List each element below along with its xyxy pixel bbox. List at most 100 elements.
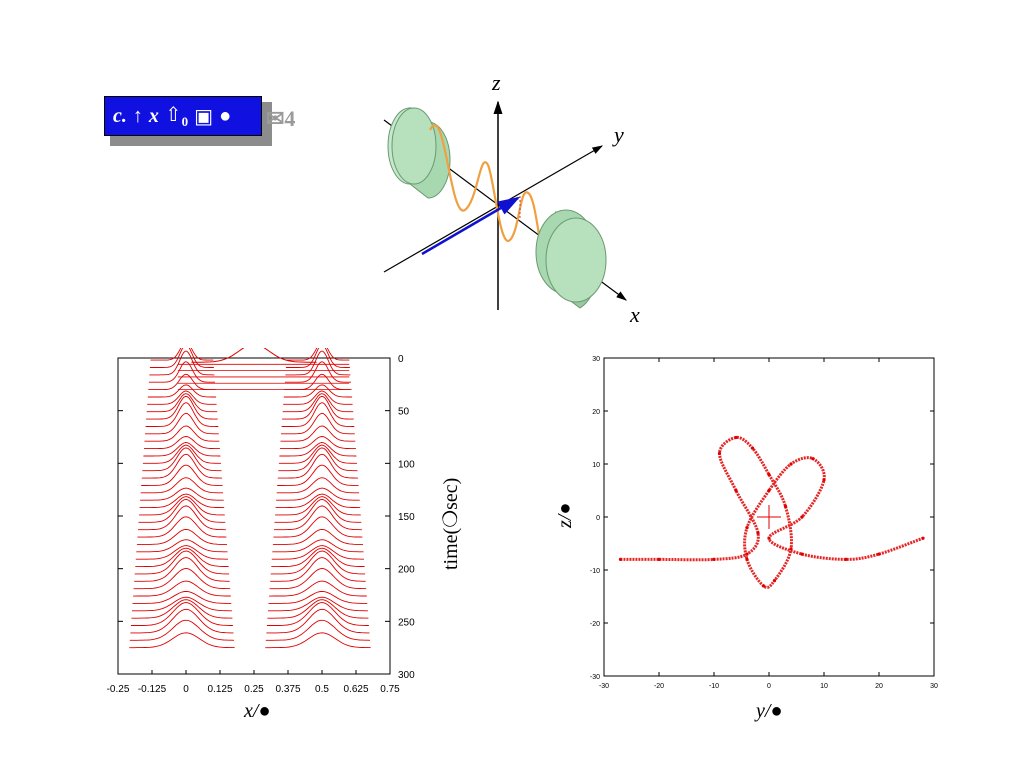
trace-31-1 bbox=[269, 568, 367, 590]
trajectory-point-14 bbox=[745, 557, 749, 561]
trace-7-0 bbox=[146, 393, 218, 413]
y-tick-label: 100 bbox=[398, 459, 415, 470]
trajectory-point-0 bbox=[618, 557, 623, 561]
y-axis bbox=[383, 145, 604, 273]
trace-9-1 bbox=[281, 402, 355, 427]
up-arrow-icon: ↑ bbox=[132, 104, 143, 127]
trace-1-1 bbox=[285, 348, 350, 368]
trace-8-1 bbox=[282, 395, 354, 420]
y-tick-label: 200 bbox=[398, 565, 415, 576]
trace-7-1 bbox=[282, 393, 354, 413]
z-axis-label: z bbox=[492, 70, 501, 95]
trajectory-curve bbox=[618, 435, 925, 589]
trace-18-1 bbox=[276, 477, 360, 494]
y-tick-label: -30 bbox=[590, 674, 600, 681]
trace-34-0 bbox=[132, 596, 232, 612]
trace-19-1 bbox=[276, 487, 360, 501]
trajectory-point-7 bbox=[734, 435, 738, 440]
trace-5-1 bbox=[283, 384, 353, 398]
y-tick-label: 150 bbox=[398, 512, 415, 523]
trace-22-0 bbox=[138, 498, 226, 523]
trace-13-1 bbox=[279, 442, 357, 457]
dot-icon: ● bbox=[219, 104, 232, 127]
x-tick-label: -20 bbox=[654, 683, 664, 690]
y-tick-label: 10 bbox=[592, 462, 600, 469]
panel-var: x bbox=[148, 104, 159, 127]
x-tick-label: 0.75 bbox=[380, 684, 400, 695]
wave-curve bbox=[429, 124, 551, 263]
trajectory-point-12 bbox=[772, 579, 777, 583]
trace-26-0 bbox=[136, 539, 228, 553]
trace-11-1 bbox=[280, 425, 356, 442]
y-tick-label: 250 bbox=[398, 617, 415, 628]
right-x-axis-label: y/● bbox=[756, 700, 783, 722]
trace-14-0 bbox=[142, 444, 221, 464]
trace-0-1 bbox=[286, 348, 350, 361]
trace-23-0 bbox=[138, 505, 226, 531]
x-tick-label: 0.125 bbox=[207, 684, 232, 695]
trace-29-0 bbox=[134, 550, 230, 575]
x-tick-label: -10 bbox=[709, 683, 719, 690]
trace-20-1 bbox=[275, 493, 361, 509]
trajectory-point-9 bbox=[767, 473, 771, 477]
trajectory-point-13 bbox=[761, 584, 766, 588]
x-ticks: -30 -20 -10 0 10 20 30 bbox=[599, 358, 938, 690]
top-arch bbox=[191, 348, 317, 363]
trajectory-point-23 bbox=[844, 557, 848, 561]
trace-32-0 bbox=[133, 580, 231, 597]
x-tick-label: 0.5 bbox=[315, 684, 329, 695]
left-x-axis-label: x/● bbox=[244, 700, 271, 722]
trace-35-1 bbox=[267, 599, 369, 619]
position-time-chart: -0.25 -0.125 0 0.125 0.25 0.375 0.5 0.625 0.75 0… bbox=[107, 348, 415, 695]
trajectory-point-21 bbox=[767, 536, 771, 540]
trace-12-0 bbox=[144, 436, 220, 450]
trace-30-0 bbox=[134, 557, 230, 582]
x-tick-label: 30 bbox=[930, 683, 938, 690]
trajectory-path bbox=[620, 435, 924, 589]
trace-26-1 bbox=[272, 539, 364, 553]
box-icon: ▣ bbox=[194, 105, 214, 128]
x-tick-label: 0.375 bbox=[275, 684, 300, 695]
trajectory-point-8 bbox=[750, 446, 755, 450]
trace-38-1 bbox=[265, 619, 371, 641]
x-ticks: -0.25 -0.125 0 0.125 0.25 0.375 0.5 0.625 0.75 bbox=[107, 670, 400, 695]
y-tick-label: 30 bbox=[592, 356, 600, 363]
x-tick-label: -0.125 bbox=[138, 684, 167, 695]
y-tick-label: 50 bbox=[398, 407, 410, 418]
x-axis-label: x bbox=[630, 302, 640, 327]
trace-37-0 bbox=[130, 608, 234, 634]
y-tick-label: 0 bbox=[596, 515, 600, 522]
trace-33-1 bbox=[268, 590, 368, 604]
panel-label: c. ↑ x ⇧0 ▣ ● bbox=[104, 96, 262, 136]
trajectory-point-5 bbox=[734, 488, 738, 493]
trace-23-1 bbox=[274, 505, 362, 531]
trace-6-1 bbox=[283, 390, 353, 405]
trace-15-0 bbox=[142, 447, 222, 472]
x-tick-label: -30 bbox=[599, 683, 609, 690]
center-cross bbox=[757, 505, 781, 529]
y-axis-label: y bbox=[614, 122, 624, 147]
trajectory-point-19 bbox=[822, 478, 826, 482]
trace-28-1 bbox=[271, 547, 365, 568]
trace-17-0 bbox=[141, 464, 223, 486]
trajectory-point-16 bbox=[767, 488, 771, 493]
trace-5-0 bbox=[147, 384, 217, 398]
x-tick-label: 0 bbox=[767, 683, 771, 690]
trace-15-1 bbox=[278, 447, 358, 472]
y-tick-label: -10 bbox=[590, 568, 600, 575]
trace-21-0 bbox=[139, 496, 225, 516]
trace-24-1 bbox=[273, 516, 363, 538]
trajectory-point-6 bbox=[717, 451, 722, 455]
trace-2-0 bbox=[149, 350, 215, 376]
trajectory-point-4 bbox=[756, 531, 760, 535]
trace-37-1 bbox=[266, 608, 370, 634]
y-tick-label: 300 bbox=[398, 670, 415, 681]
plot-frame bbox=[117, 357, 391, 675]
trace-3-1 bbox=[284, 361, 351, 383]
trace-28-0 bbox=[135, 547, 229, 568]
trace-36-1 bbox=[266, 602, 369, 626]
trace-25-0 bbox=[136, 528, 227, 545]
y-ticks: 30 20 10 0 -10 -20 -30 bbox=[590, 356, 934, 681]
overlay-glyph: ✉4 bbox=[266, 106, 296, 131]
trajectory-point-20 bbox=[800, 515, 804, 519]
